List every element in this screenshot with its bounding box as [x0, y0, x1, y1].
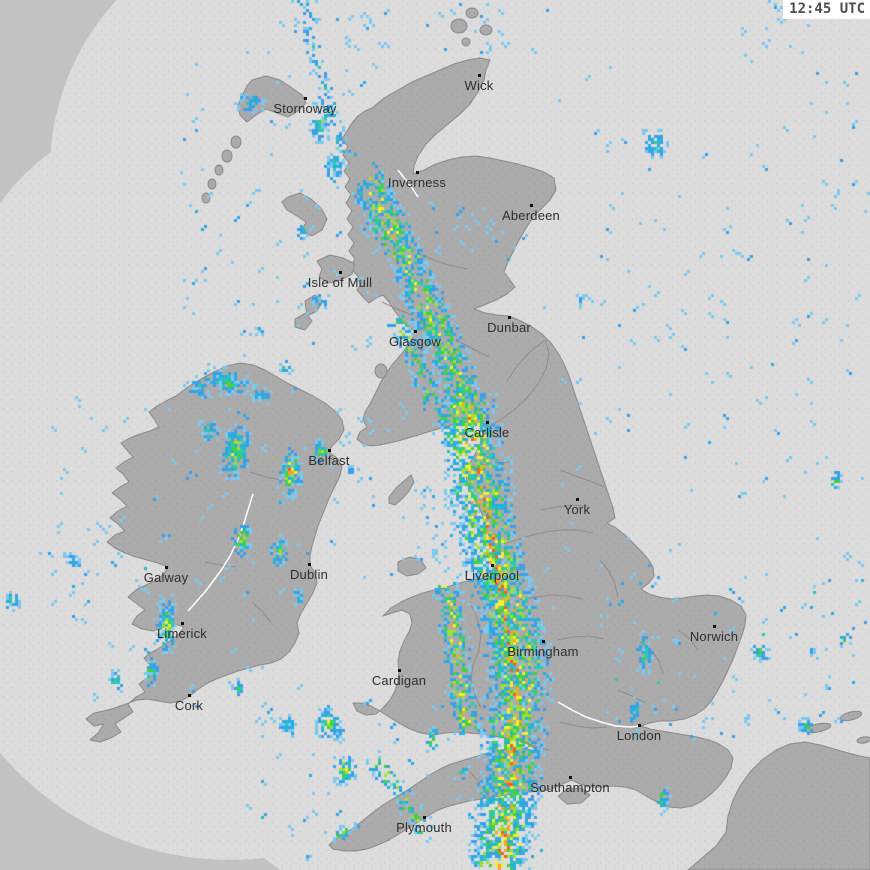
timestamp-text: 12:45 UTC — [789, 1, 865, 17]
timestamp-badge: 12:45 UTC — [783, 0, 870, 19]
